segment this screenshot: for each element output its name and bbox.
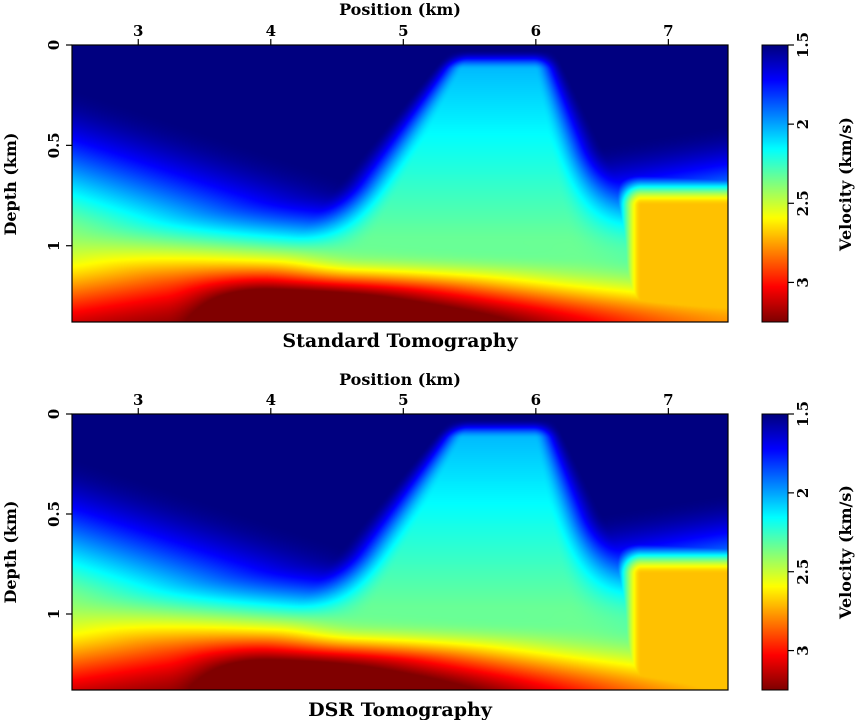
colorbar-tick-label: 2.5 [794,559,812,585]
x-ticks: 3 4 5 6 7 [133,22,674,45]
colorbar-tick-label: 2.5 [794,190,812,216]
panel-caption: DSR Tomography [308,699,493,720]
y-tick-label: 0 [45,40,63,50]
x-tick-label: 7 [663,391,673,409]
colorbar-label: Velocity (km/s) [836,485,855,620]
x-ticks: 3 4 5 6 7 [133,391,674,414]
x-tick-label: 6 [531,22,541,40]
y-axis-title: Depth (km) [1,133,20,236]
x-axis-title: Position (km) [339,0,461,19]
velocity-heatmap [72,414,728,690]
colorbar-ticks: 1.5 2 2.5 3 [788,32,812,288]
y-tick-label: 0.5 [45,501,63,527]
plot-frame [71,44,729,323]
y-tick-label: 1 [45,609,63,619]
colorbar-tick-label: 2 [794,488,812,498]
x-tick-label: 4 [266,391,276,409]
colorbar [762,45,788,322]
x-tick-label: 3 [133,22,143,40]
colorbar-ticks: 1.5 2 2.5 3 [788,401,812,656]
y-ticks: 00.51 [45,40,72,251]
x-tick-label: 4 [266,22,276,40]
velocity-heatmap [72,45,728,322]
x-axis-title: Position (km) [339,370,461,389]
x-tick-label: 5 [398,22,408,40]
colorbar-label: Velocity (km/s) [836,117,855,252]
y-tick-label: 0.5 [45,132,63,158]
x-tick-label: 7 [663,22,673,40]
x-tick-label: 6 [531,391,541,409]
colorbar-frame [761,413,789,691]
colorbar-tick-label: 3 [794,277,812,287]
y-ticks: 00.51 [45,409,72,619]
plot-frame [71,413,729,691]
y-tick-label: 0 [45,409,63,419]
colorbar-frame [761,44,789,323]
panel-caption: Standard Tomography [282,330,518,352]
colorbar-tick-label: 1.5 [794,401,812,427]
x-tick-label: 5 [398,391,408,409]
colorbar-tick-label: 3 [794,645,812,655]
y-axis-title: Depth (km) [1,501,20,604]
y-tick-label: 1 [45,241,63,251]
x-tick-label: 3 [133,391,143,409]
colorbar-tick-label: 1.5 [794,32,812,58]
colorbar [762,414,788,690]
colorbar-tick-label: 2 [794,119,812,129]
